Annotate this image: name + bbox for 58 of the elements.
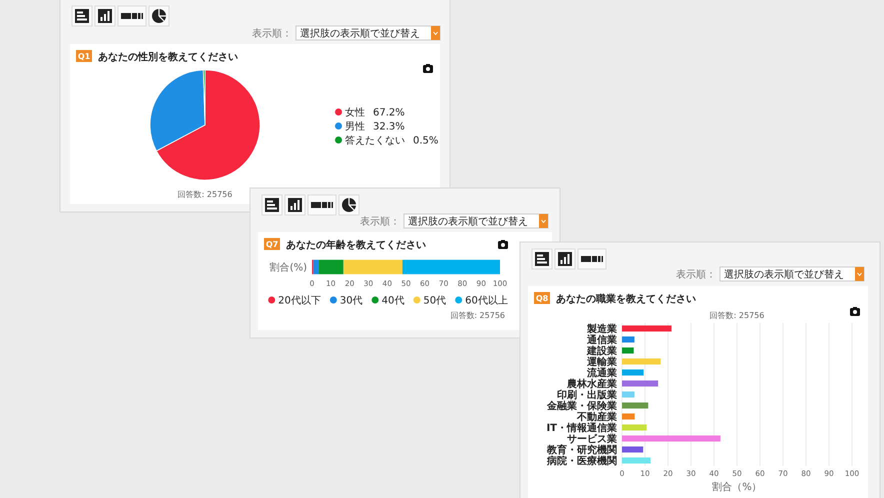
legend-label: 女性 <box>345 106 365 118</box>
y-tick-label: 教育・研究機関 <box>546 444 617 456</box>
text: 表示順： <box>252 28 292 40</box>
y-tick-label: 印刷・出版業 <box>557 389 617 401</box>
y-tick-label: 流通業 <box>586 367 617 379</box>
data-label: 32.3% <box>373 122 405 132</box>
bar <box>622 358 661 365</box>
y-tick-label: 通信業 <box>586 334 617 346</box>
bar <box>313 260 319 274</box>
text: Q8 <box>536 294 549 303</box>
bar <box>318 260 344 274</box>
y-tick-label: IT・情報通信業 <box>546 422 617 434</box>
text: 選択肢の表示順で並び替え <box>300 28 420 40</box>
bar <box>622 380 658 387</box>
y-tick-label: 農林水産業 <box>566 378 617 390</box>
data-label: 0.5% <box>413 136 438 146</box>
y-tick-label: 不動産業 <box>576 411 617 423</box>
legend-label: 30代 <box>340 296 363 306</box>
text: 表示順： <box>676 268 716 280</box>
legend-label: 60代以上 <box>465 294 508 306</box>
y-tick-label: 病院・医療機関 <box>546 455 617 467</box>
bar <box>622 325 672 332</box>
legend-label: 50代 <box>423 296 446 306</box>
bar <box>622 413 635 420</box>
bar <box>622 347 634 354</box>
bar <box>622 336 634 343</box>
y-tick-label: 運輸業 <box>586 356 617 368</box>
bar <box>622 446 644 453</box>
bar <box>343 260 402 274</box>
chart-title: あなたの性別を教えてください <box>98 51 238 63</box>
legend-label: 男性 <box>345 120 365 132</box>
y-tick-label: 建設業 <box>586 345 617 357</box>
x-axis-title: 割合（%） <box>712 481 762 493</box>
legend-label: 20代以下 <box>278 294 321 306</box>
y-tick-label: 金融業・保険業 <box>546 400 617 412</box>
bar <box>622 391 634 398</box>
text: Q1 <box>78 52 91 61</box>
bar <box>622 457 651 464</box>
y-tick-label: 製造業 <box>586 323 617 335</box>
bar <box>622 424 647 431</box>
legend-label: 40代 <box>382 296 404 306</box>
text: 選択肢の表示順で並び替え <box>408 216 528 228</box>
text: 選択肢の表示順で並び替え <box>724 268 844 280</box>
text: Q7 <box>266 240 278 249</box>
legend-label: 答えたくない <box>345 134 405 146</box>
bar <box>622 369 644 376</box>
text: 表示順： <box>360 216 400 228</box>
chart-title: あなたの職業を教えてください <box>556 293 696 305</box>
text: 回答数: 25756 <box>450 311 505 320</box>
y-tick-label: 割合(%) <box>270 262 308 274</box>
chart-title: あなたの年齢を教えてください <box>286 239 426 251</box>
y-tick-label: サービス業 <box>567 433 617 445</box>
bar <box>622 435 720 442</box>
bar <box>402 260 500 274</box>
text: 回答数: 25756 <box>178 190 232 199</box>
data-label: 67.2% <box>373 108 405 118</box>
bar <box>622 402 648 409</box>
text: 回答数: 25756 <box>710 311 764 320</box>
